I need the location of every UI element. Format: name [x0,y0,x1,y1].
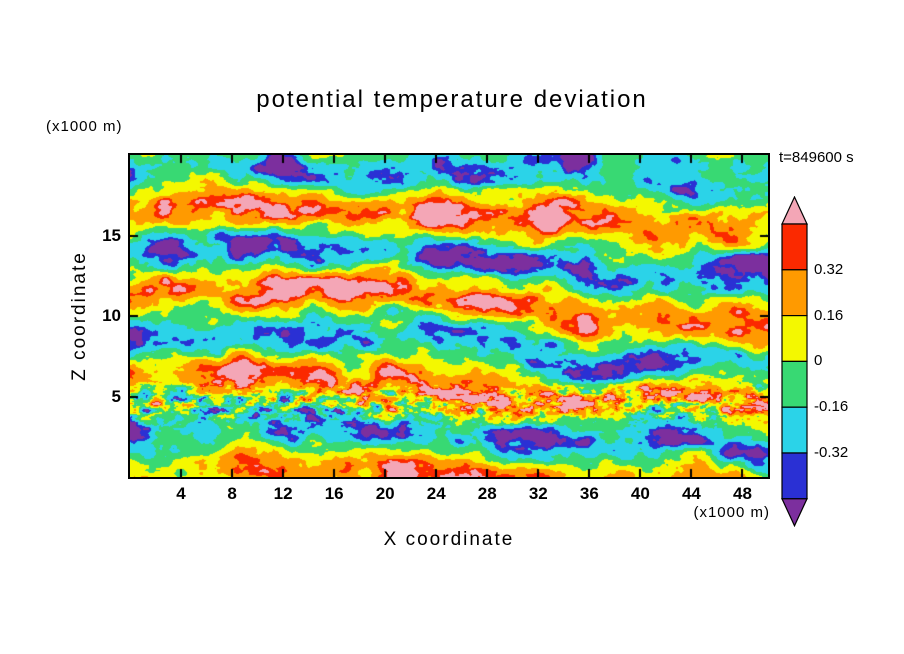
colorbar-arrow-top [781,196,808,225]
colorbar-label: 0.32 [814,260,844,278]
x-axis-unit-label: (x1000 m) [693,504,770,521]
z-axis-title: Z coordinate [69,251,90,381]
x-axis-title: X coordinate [383,529,515,550]
x-tick-label: 40 [630,484,650,503]
x-tick-label: 12 [273,484,293,503]
contour-field-canvas [130,155,768,477]
colorbar-label: -0.32 [814,444,849,461]
z-tick-label: 15 [102,225,121,245]
colorbar-segment [781,406,808,454]
x-tick-label: 44 [681,484,701,503]
colorbar-segment [781,269,808,317]
x-tick-label: 4 [176,484,186,503]
colorbar-label: 0 [814,352,823,370]
x-tick-label: 20 [375,484,395,503]
x-tick-label: 28 [477,484,497,503]
colorbar-segment [781,223,808,271]
x-tick-label: 48 [733,484,752,503]
colorbar-arrow-bottom [781,498,808,527]
colorbar-label: 0.16 [814,306,844,324]
colorbar-label: -0.16 [814,398,849,416]
x-tick-label: 8 [227,484,237,503]
time-stamp-label: t=849600 s [779,149,854,166]
x-tick-label: 24 [426,484,446,503]
z-axis-unit-label: (x1000 m) [46,118,123,135]
z-tick-label: 5 [111,386,121,406]
z-tick-label: 10 [102,306,121,325]
colorbar-segment [781,314,808,362]
x-tick-label: 32 [528,484,548,503]
colorbar-segment [781,452,808,500]
colorbar-svg [781,196,808,527]
colorbar-segment [781,360,808,408]
x-tick-label: 36 [579,484,599,503]
x-tick-label: 16 [324,484,344,503]
chart-title: potential temperature deviation [256,86,648,113]
plot-frame [128,153,770,479]
